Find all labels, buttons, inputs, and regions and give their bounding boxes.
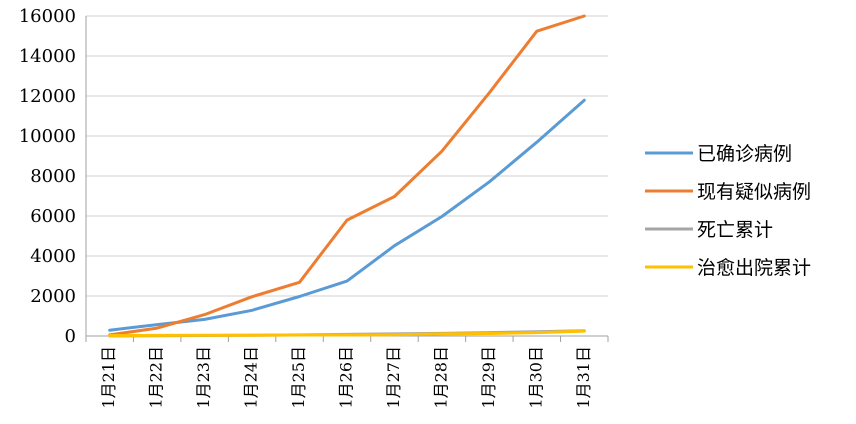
- x-tick-label: 1月22日: [147, 346, 166, 409]
- x-tick-label: 1月28日: [431, 346, 450, 409]
- y-tick-label: 14000: [19, 46, 76, 67]
- y-tick-label: 10000: [19, 126, 76, 147]
- y-tick-label: 0: [65, 326, 76, 347]
- x-axis-ticks: 1月21日 1月22日 1月23日 1月24日 1月25日 1月26日 1月27日 1月28日…: [85, 336, 609, 409]
- y-tick-label: 12000: [19, 86, 76, 107]
- x-tick-label: 1月21日: [99, 346, 118, 409]
- x-tick-label: 1月31日: [574, 346, 593, 409]
- y-tick-label: 8000: [30, 166, 76, 187]
- series-line-2: [108, 14, 586, 337]
- x-tick-label: 1月27日: [384, 346, 403, 409]
- series-line-1: [108, 98, 586, 332]
- legend-label: 死亡累计: [697, 219, 773, 241]
- series-line-4: [108, 329, 586, 337]
- y-tick-label: 16000: [19, 6, 76, 27]
- x-tick-label: 1月25日: [289, 346, 308, 409]
- x-tick-label: 1月23日: [194, 346, 213, 409]
- series-lines: [108, 14, 586, 338]
- x-tick-label: 1月24日: [242, 346, 261, 409]
- legend-label: 现有疑似病例: [697, 181, 811, 203]
- gridlines: [86, 15, 608, 297]
- x-tick-label: 1月29日: [479, 346, 498, 409]
- y-tick-label: 4000: [30, 246, 76, 267]
- x-tick-label: 1月30日: [526, 346, 545, 409]
- y-tick-label: 6000: [30, 206, 76, 227]
- legend-label: 已确诊病例: [697, 143, 792, 165]
- y-axis-ticks: 0 2000 4000 6000 8000 10000 12000 14000 16000: [19, 6, 76, 347]
- x-tick-label: 1月26日: [337, 346, 356, 409]
- legend-label: 治愈出院累计: [697, 257, 811, 279]
- y-tick-label: 2000: [30, 286, 76, 307]
